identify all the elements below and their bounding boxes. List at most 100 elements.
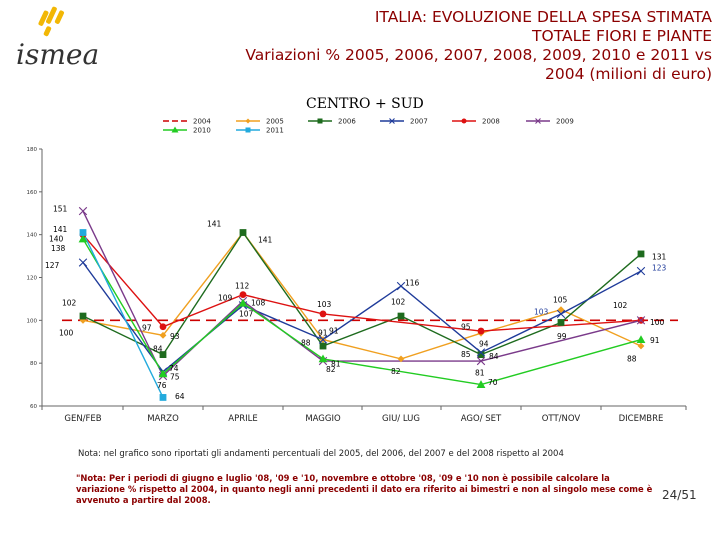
legend-marker-2005: [245, 118, 251, 124]
data-label: 93: [170, 332, 180, 341]
y-tick-label: 160: [27, 190, 38, 196]
point-2005-1: [159, 331, 167, 339]
x-tick-label: GIU/ LUG: [382, 414, 420, 424]
x-tick-label: APRILE: [228, 414, 257, 424]
series-line-2008: [82, 234, 642, 332]
data-label: 99: [557, 332, 567, 341]
data-label: 75: [170, 373, 180, 382]
logo-mark-icon: [38, 6, 65, 37]
data-label: 151: [53, 205, 68, 214]
data-label: 91: [650, 336, 660, 345]
point-2005-4: [397, 355, 405, 363]
data-label: 76: [157, 381, 167, 390]
legend-marker-2007: [389, 118, 395, 124]
legend-marker-2009: [535, 118, 541, 124]
legend-label-2005: 2005: [266, 118, 284, 126]
data-label: 105: [553, 295, 568, 304]
point-2006-7: [637, 250, 645, 258]
data-label: 141: [207, 219, 222, 228]
page-number: 24/51: [662, 488, 697, 502]
data-label: 82: [391, 367, 401, 376]
series-line-2011: [82, 232, 164, 398]
point-2006-3: [319, 342, 327, 350]
series-line-2009: [82, 210, 642, 378]
data-label: 70: [488, 378, 498, 387]
point-2006-4: [397, 312, 405, 320]
x-tick-label: AGO/ SET: [461, 414, 502, 424]
page-title: ITALIA: EVOLUZIONE DELLA SPESA STIMATA T…: [112, 8, 712, 84]
legend-label-2009: 2009: [556, 118, 574, 126]
legend-marker-2010: [171, 126, 179, 133]
x-tick-label: DICEMBRE: [619, 414, 664, 424]
data-label: 131: [652, 253, 667, 262]
legend-label-2010: 2010: [193, 127, 211, 135]
point-2007-6: [556, 309, 566, 319]
y-tick-label: 180: [27, 147, 38, 153]
note-periods: "Nota: Per i periodi di giugno e luglio …: [76, 473, 653, 505]
data-label: 85: [461, 350, 471, 359]
data-label: 109: [218, 293, 233, 302]
line-chart: 60 80 100 120 140 160 180 GEN/FEB MARZO APRILE MAG…: [27, 118, 687, 424]
legend-label-2007: 2007: [410, 118, 428, 126]
point-2008-5: [477, 327, 485, 335]
legend-marker-2011: [245, 127, 251, 133]
point-2011-0: [79, 229, 87, 236]
ismea-logo: ismea: [16, 6, 99, 71]
point-2008-2: [239, 291, 247, 299]
data-label: 102: [391, 298, 406, 307]
data-label: 81: [475, 368, 485, 377]
data-label: 103: [534, 307, 549, 316]
note-percentages: Nota: nel grafico sono riportati gli and…: [78, 449, 564, 459]
data-label: 74: [169, 364, 179, 373]
data-label: 91: [329, 327, 339, 336]
title-line-3: Variazioni % 2005, 2006, 2007, 2008, 200…: [245, 46, 712, 64]
point-2008-1: [159, 323, 167, 331]
point-2007-3: [318, 335, 328, 344]
legend-label-2004: 2004: [193, 118, 211, 126]
chart-subtitle: CENTRO + SUD: [306, 96, 424, 112]
data-label: 84: [489, 352, 499, 361]
data-label: 64: [175, 392, 185, 401]
data-label: 138: [51, 244, 66, 253]
data-label: 107: [239, 309, 254, 318]
data-label: 95: [461, 322, 471, 331]
data-label: 94: [479, 339, 489, 348]
data-label: 97: [142, 323, 152, 332]
y-tick-label: 80: [30, 361, 37, 367]
legend-label-2011: 2011: [266, 127, 284, 135]
y-tick-label: 60: [30, 404, 37, 410]
point-2007-0: [78, 258, 88, 267]
point-2006-6: [557, 319, 565, 326]
series-line-2006: [82, 231, 642, 356]
data-label: 100: [59, 329, 74, 338]
data-label: 102: [613, 301, 628, 310]
data-label: 140: [49, 234, 64, 243]
data-label: 100: [650, 318, 665, 327]
x-tick-label: GEN/FEB: [64, 414, 101, 424]
y-tick-label: 120: [27, 276, 38, 282]
point-2010-5: [476, 380, 486, 388]
point-2006-0: [79, 312, 87, 320]
data-label: 91: [318, 329, 328, 338]
legend-label-2008: 2008: [482, 118, 500, 126]
point-2009-0: [78, 206, 88, 216]
x-tick-label: OTT/NOV: [542, 414, 581, 424]
data-label: 88: [627, 354, 637, 363]
legend-marker-2006: [317, 118, 323, 124]
point-2010-0: [78, 234, 88, 243]
point-2007-4: [396, 281, 406, 291]
data-label: 103: [317, 300, 332, 309]
legend-marker-2008: [461, 118, 467, 124]
point-2009-5: [476, 356, 486, 366]
data-label: 82: [326, 365, 336, 374]
point-2011-1: [159, 394, 167, 401]
title-line-1: ITALIA: EVOLUZIONE DELLA SPESA STIMATA: [374, 8, 712, 26]
point-2005-7: [637, 342, 645, 350]
point-2010-7: [636, 335, 646, 344]
point-2007-5: [476, 348, 486, 357]
point-2006-2: [239, 229, 247, 236]
point-2009-7: [636, 316, 646, 325]
point-2006-1: [159, 351, 167, 358]
data-label: 88: [301, 338, 311, 347]
y-tick-label: 140: [27, 233, 38, 239]
